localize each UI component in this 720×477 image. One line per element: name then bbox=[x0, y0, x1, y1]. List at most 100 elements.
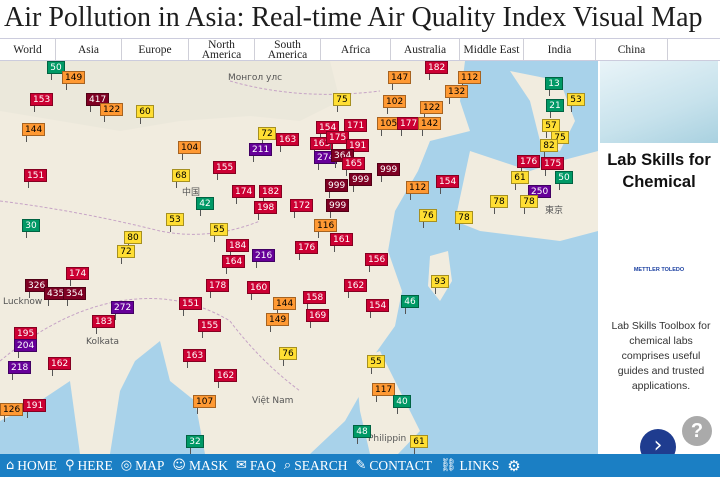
ad-next-arrow-icon[interactable]: › bbox=[640, 429, 676, 454]
aqi-station-badge[interactable]: 160 bbox=[247, 281, 271, 300]
aqi-station-badge[interactable]: 72 bbox=[117, 245, 135, 264]
aqi-station-badge[interactable]: 82 bbox=[540, 139, 558, 158]
aqi-station-badge[interactable]: 60 bbox=[136, 105, 154, 124]
aqi-station-badge[interactable]: 162 bbox=[344, 279, 368, 298]
aqi-station-badge[interactable]: 999 bbox=[349, 173, 373, 192]
aqi-station-badge[interactable]: 162 bbox=[214, 369, 238, 388]
aqi-station-badge[interactable]: 78 bbox=[490, 195, 508, 214]
bottom-nav-contact[interactable]: ✎ CONTACT bbox=[355, 458, 432, 474]
aqi-station-badge[interactable]: 326 bbox=[25, 279, 49, 298]
aqi-station-badge[interactable]: 272 bbox=[111, 301, 135, 320]
aqi-station-badge[interactable]: 46 bbox=[401, 295, 419, 314]
aqi-station-badge[interactable]: 61 bbox=[511, 171, 529, 190]
aqi-station-badge[interactable]: 149 bbox=[266, 313, 290, 332]
aqi-station-badge[interactable]: 80 bbox=[124, 231, 142, 250]
aqi-station-badge[interactable]: 30 bbox=[22, 219, 40, 238]
aqi-station-badge[interactable]: 169 bbox=[306, 309, 330, 328]
aqi-station-badge[interactable]: 163 bbox=[183, 349, 207, 368]
aqi-station-badge[interactable]: 155 bbox=[213, 161, 237, 180]
aqi-station-badge[interactable]: 40 bbox=[393, 395, 411, 414]
aqi-station-badge[interactable]: 218 bbox=[8, 361, 32, 380]
tab-europe[interactable]: Europe bbox=[122, 39, 189, 60]
aqi-station-badge[interactable]: 182 bbox=[425, 61, 449, 80]
aqi-station-badge[interactable]: 112 bbox=[406, 181, 430, 200]
aqi-station-badge[interactable]: 102 bbox=[383, 95, 407, 114]
bottom-nav-home[interactable]: ⌂ HOME bbox=[6, 458, 57, 474]
aqi-station-badge[interactable]: 55 bbox=[210, 223, 228, 242]
aqi-station-badge[interactable]: 198 bbox=[254, 201, 278, 220]
tab-china[interactable]: China bbox=[596, 39, 668, 60]
aqi-station-badge[interactable]: 177 bbox=[397, 117, 421, 136]
aqi-station-badge[interactable]: 122 bbox=[100, 103, 124, 122]
aqi-station-badge[interactable]: 191 bbox=[23, 399, 47, 418]
aqi-station-badge[interactable]: 53 bbox=[166, 213, 184, 232]
aqi-station-badge[interactable]: 156 bbox=[365, 253, 389, 272]
aqi-station-badge[interactable]: 142 bbox=[418, 117, 442, 136]
tab-india[interactable]: India bbox=[524, 39, 596, 60]
bottom-nav-here[interactable]: ⚲ HERE bbox=[65, 458, 113, 474]
aqi-station-badge[interactable]: 76 bbox=[279, 347, 297, 366]
advertisement[interactable]: Lab Skills for Chemical METTLER TOLEDO L… bbox=[598, 61, 720, 454]
aqi-station-badge[interactable]: 999 bbox=[326, 199, 350, 218]
aqi-station-badge[interactable]: 158 bbox=[303, 291, 327, 310]
aqi-station-badge[interactable]: 53 bbox=[567, 93, 585, 112]
bottom-nav-map[interactable]: ◎ MAP bbox=[121, 458, 165, 474]
aqi-station-badge[interactable]: 154 bbox=[436, 175, 460, 194]
aqi-station-badge[interactable]: 42 bbox=[196, 197, 214, 216]
aqi-station-badge[interactable]: 61 bbox=[410, 435, 428, 454]
aqi-station-badge[interactable]: 13 bbox=[545, 77, 563, 96]
aqi-station-badge[interactable]: 162 bbox=[48, 357, 72, 376]
aqi-station-badge[interactable]: 117 bbox=[372, 383, 396, 402]
aqi-station-badge[interactable]: 354 bbox=[63, 287, 87, 306]
aqi-station-badge[interactable]: 183 bbox=[92, 315, 116, 334]
aqi-station-badge[interactable]: 107 bbox=[193, 395, 217, 414]
bottom-nav-links[interactable]: ⛓ LINKS bbox=[440, 458, 499, 474]
bottom-nav-mask[interactable]: ☺ MASK bbox=[172, 458, 228, 474]
tab-north-america[interactable]: North America bbox=[189, 39, 255, 60]
aqi-station-badge[interactable]: 147 bbox=[388, 71, 412, 90]
aqi-station-badge[interactable]: 184 bbox=[226, 239, 250, 258]
aqi-station-badge[interactable]: 182 bbox=[259, 185, 283, 204]
aqi-station-badge[interactable]: 50 bbox=[47, 61, 65, 80]
help-question-icon[interactable]: ? bbox=[682, 416, 712, 446]
aqi-station-badge[interactable]: 153 bbox=[30, 93, 54, 112]
aqi-station-badge[interactable]: 176 bbox=[517, 155, 541, 174]
aqi-station-badge[interactable]: 93 bbox=[431, 275, 449, 294]
aqi-station-badge[interactable]: 191 bbox=[346, 139, 370, 158]
aqi-station-badge[interactable]: 126 bbox=[0, 403, 24, 422]
aqi-station-badge[interactable]: 76 bbox=[419, 209, 437, 228]
aqi-station-badge[interactable]: 75 bbox=[333, 93, 351, 112]
aqi-station-badge[interactable]: 149 bbox=[62, 71, 86, 90]
aqi-station-badge[interactable]: 112 bbox=[458, 71, 482, 90]
aqi-station-badge[interactable]: 48 bbox=[353, 425, 371, 444]
aqi-station-badge[interactable]: 176 bbox=[295, 241, 319, 260]
aqi-station-badge[interactable]: 154 bbox=[366, 299, 390, 318]
tab-australia[interactable]: Australia bbox=[391, 39, 460, 60]
aqi-station-badge[interactable]: 78 bbox=[455, 211, 473, 230]
aqi-station-badge[interactable]: 104 bbox=[178, 141, 202, 160]
aqi-station-badge[interactable]: 164 bbox=[222, 255, 246, 274]
aqi-station-badge[interactable]: 417 bbox=[86, 93, 110, 112]
aqi-station-badge[interactable]: 50 bbox=[555, 171, 573, 190]
tab-africa[interactable]: Africa bbox=[321, 39, 391, 60]
aqi-station-badge[interactable]: 155 bbox=[198, 319, 222, 338]
aqi-station-badge[interactable]: 122 bbox=[420, 101, 444, 120]
aqi-station-badge[interactable]: 161 bbox=[330, 233, 354, 252]
aqi-station-badge[interactable]: 172 bbox=[290, 199, 314, 218]
bottom-nav-search[interactable]: ⌕ SEARCH bbox=[284, 458, 348, 474]
aqi-station-badge[interactable]: 211 bbox=[249, 143, 273, 162]
aqi-station-badge[interactable]: 68 bbox=[172, 169, 190, 188]
aqi-station-badge[interactable]: 72 bbox=[258, 127, 276, 146]
tab-asia[interactable]: Asia bbox=[56, 39, 122, 60]
tab-south-america[interactable]: South America bbox=[255, 39, 321, 60]
aqi-station-badge[interactable]: 144 bbox=[22, 123, 46, 142]
aqi-station-badge[interactable]: 165 bbox=[342, 157, 366, 176]
bottom-nav-faq[interactable]: ✉ FAQ bbox=[236, 458, 276, 474]
aqi-station-badge[interactable]: 21 bbox=[546, 99, 564, 118]
settings-gear-icon[interactable]: ⚙ bbox=[507, 456, 521, 475]
aqi-station-badge[interactable]: 132 bbox=[445, 85, 469, 104]
aqi-station-badge[interactable]: 151 bbox=[179, 297, 203, 316]
tab-middle-east[interactable]: Middle East bbox=[460, 39, 524, 60]
tab-world[interactable]: World bbox=[0, 39, 56, 60]
aqi-station-badge[interactable]: 178 bbox=[206, 279, 230, 298]
